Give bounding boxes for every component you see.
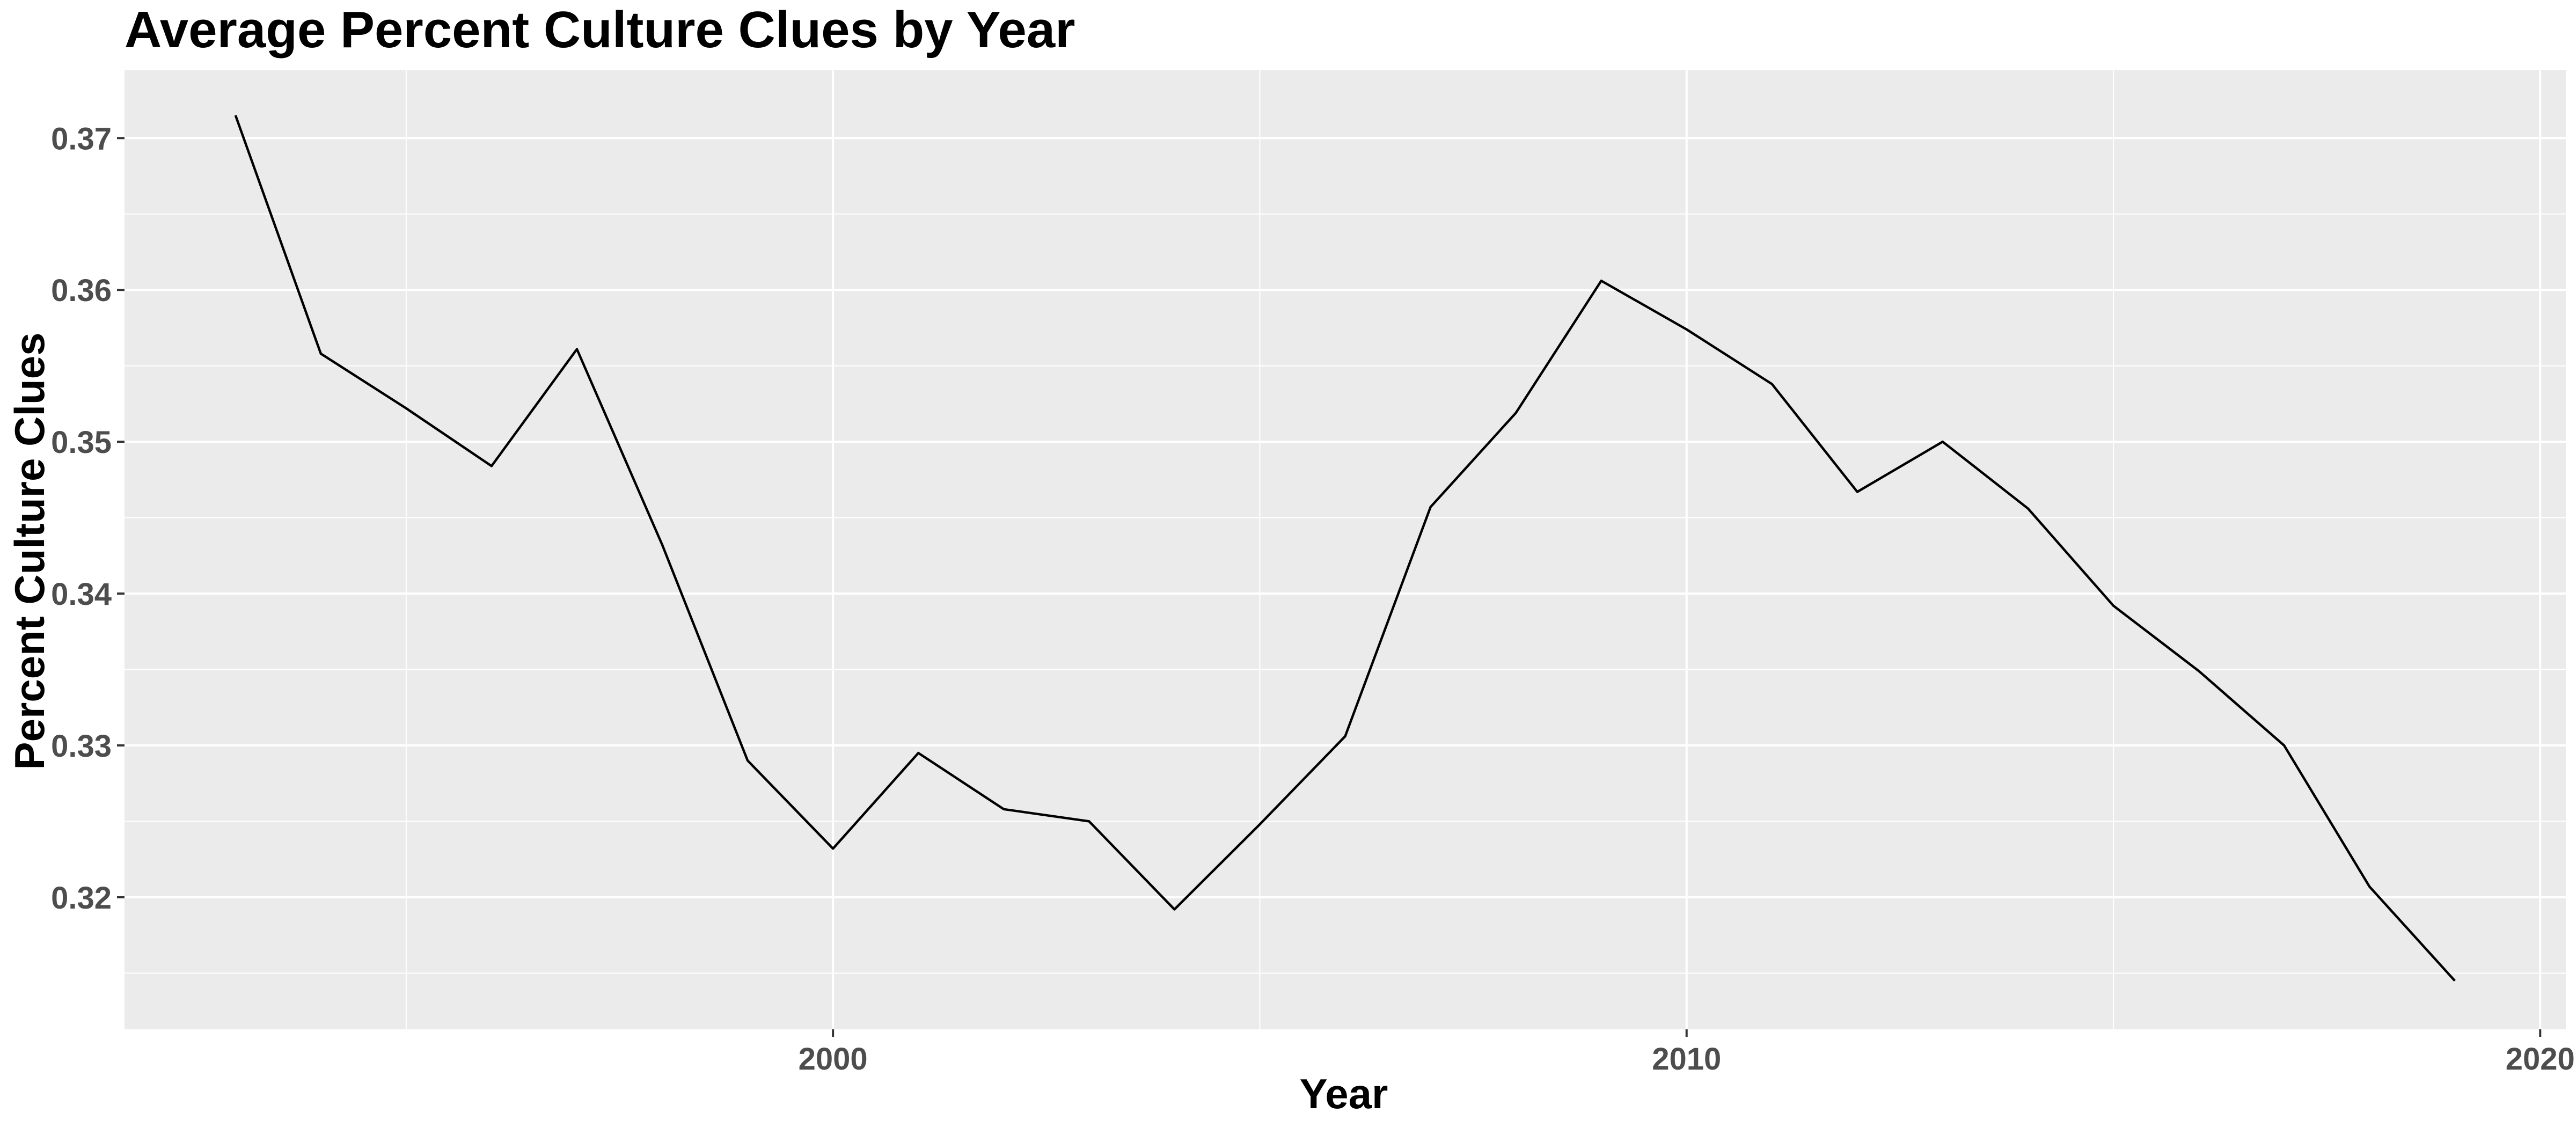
plot-panel [125,70,2566,1029]
y-tick-label: 0.32 [51,881,112,916]
series-line [234,115,2456,982]
y-axis-title: Percent Culture Clues [6,333,53,770]
x-tick-label: 2000 [799,1042,868,1077]
chart-title: Average Percent Culture Clues by Year [125,1,1075,58]
major-gridlines [125,70,2566,1029]
x-tick-label: 2010 [1652,1042,1721,1077]
y-tick-label: 0.33 [51,729,112,764]
y-tick-label: 0.34 [51,577,112,612]
y-axis-ticks: 0.32 0.33 0.34 0.35 0.36 0.37 [51,121,125,916]
y-tick-label: 0.35 [51,425,112,460]
minor-gridlines [125,70,2566,1029]
x-axis-ticks: 2000 2010 2020 [799,1029,2575,1077]
x-tick-label: 2020 [2506,1042,2575,1077]
series-lines [234,115,2456,982]
y-tick-label: 0.36 [51,273,112,308]
y-tick-label: 0.37 [51,121,112,156]
x-axis-title: Year [1300,1070,1388,1117]
